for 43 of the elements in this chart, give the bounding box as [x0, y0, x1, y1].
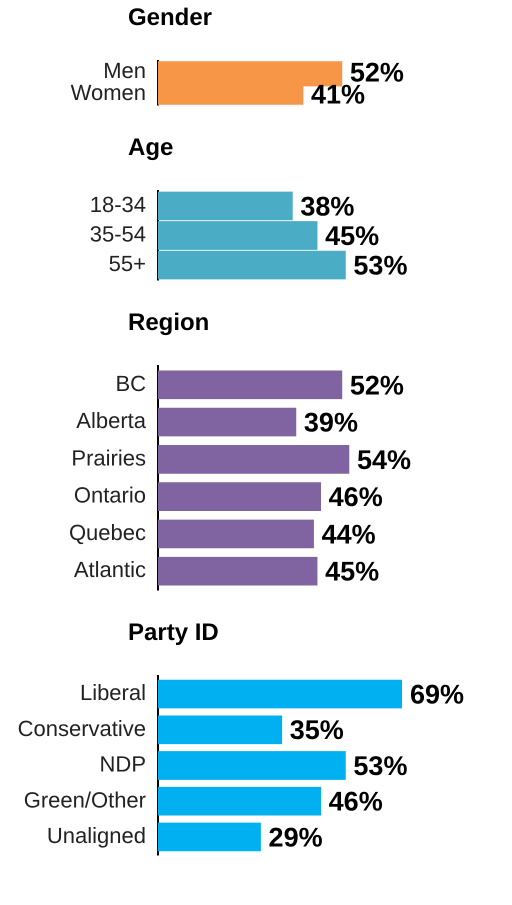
bar — [158, 680, 402, 708]
bar — [158, 556, 318, 586]
y-tick-label: 55+ — [108, 251, 146, 276]
data-label: 53% — [353, 750, 408, 781]
chart-title: Party ID — [127, 618, 220, 648]
data-label: 45% — [325, 220, 380, 251]
y-tick-label: 35-54 — [90, 222, 146, 247]
y-tick-label: Conservative — [18, 716, 146, 741]
data-label: 29% — [268, 822, 323, 852]
data-label: 35% — [290, 715, 344, 746]
y-tick-label: Liberal — [80, 680, 146, 706]
data-label: 53% — [353, 250, 408, 280]
data-label: 52% — [350, 370, 404, 400]
bar — [158, 715, 282, 744]
chart-title: Age — [127, 133, 174, 163]
bar — [158, 408, 296, 436]
bar — [158, 822, 261, 852]
data-label: 46% — [328, 482, 383, 512]
chart-title: Gender — [127, 3, 214, 33]
data-label: 44% — [322, 519, 376, 550]
data-label: 46% — [328, 786, 383, 817]
y-tick-label: 18-34 — [90, 192, 146, 218]
data-label: 39% — [304, 408, 358, 438]
y-tick-label: Ontario — [74, 482, 146, 508]
bar — [158, 482, 321, 511]
y-tick-label: Unaligned — [46, 823, 146, 848]
data-label: 69% — [410, 680, 464, 710]
data-label: 38% — [300, 191, 354, 222]
chart-title: Region — [127, 308, 210, 338]
y-tick-label: BC — [115, 370, 146, 396]
y-tick-label: NDP — [100, 752, 146, 777]
data-label: 45% — [325, 556, 380, 587]
y-tick-label: Green/Other — [24, 787, 146, 812]
bar — [158, 786, 321, 816]
data-label: 54% — [356, 444, 412, 475]
y-tick-label: Quebec — [68, 520, 146, 545]
bar — [158, 370, 342, 400]
y-tick-label: Alberta — [76, 408, 147, 434]
bar — [158, 751, 346, 780]
y-tick-label: Prairies — [71, 445, 146, 470]
bar — [158, 445, 350, 474]
y-tick-label: Atlantic — [74, 557, 146, 582]
bar — [158, 520, 314, 548]
